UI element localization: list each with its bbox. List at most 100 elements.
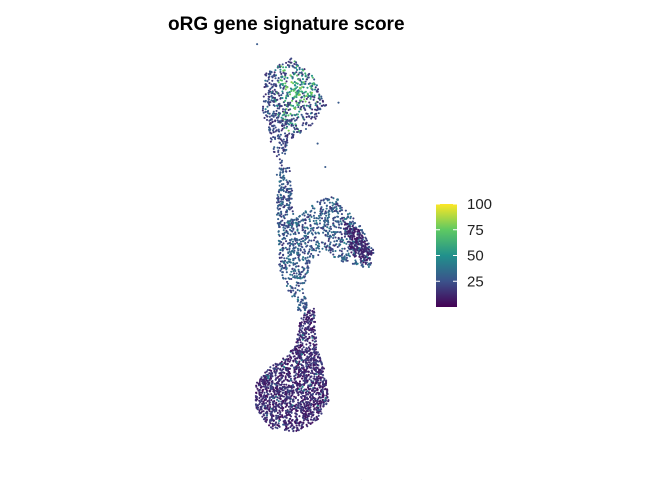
scatter-point [279, 249, 282, 252]
scatter-point [317, 364, 320, 367]
scatter-point [264, 404, 267, 407]
scatter-point [360, 234, 363, 237]
scatter-point [309, 103, 312, 106]
scatter-point [319, 201, 322, 204]
scatter-point [283, 371, 286, 375]
scatter-point [308, 220, 311, 223]
scatter-point [296, 298, 299, 301]
scatter-point [358, 235, 361, 238]
scatter-point [325, 229, 328, 232]
scatter-point [310, 321, 313, 324]
scatter-point [325, 394, 328, 397]
scatter-point [284, 152, 287, 155]
scatter-point [281, 387, 284, 390]
scatter-point [300, 219, 303, 222]
scatter-point [307, 104, 310, 108]
scatter-point [308, 323, 312, 326]
scatter-point [328, 235, 331, 238]
scatter-point [332, 253, 335, 256]
scatter-point [324, 224, 327, 228]
scatter-point [262, 105, 265, 108]
scatter-point [302, 267, 305, 270]
scatter-point [311, 336, 314, 339]
scatter-point [280, 129, 283, 132]
scatter-point [270, 99, 273, 102]
scatter-point [364, 259, 367, 262]
scatter-point [289, 417, 292, 420]
scatter-point [318, 356, 321, 360]
scatter-point [256, 398, 259, 401]
scatter-point [277, 379, 281, 383]
scatter-point [308, 378, 311, 381]
scatter-point [303, 350, 306, 353]
scatter-point [287, 114, 290, 117]
scatter-point [353, 237, 356, 240]
scatter-point [269, 122, 272, 125]
scatter-point [274, 383, 277, 386]
scatter-point [317, 414, 320, 417]
scatter-point [278, 363, 281, 366]
scatter-point [277, 134, 280, 137]
scatter-point [353, 235, 356, 238]
scatter-point [290, 242, 293, 246]
scatter-point [313, 78, 316, 81]
scatter-point [281, 92, 284, 95]
scatter-point [257, 382, 260, 385]
scatter-point [367, 248, 370, 251]
scatter-point [318, 400, 321, 403]
scatter-point [293, 131, 296, 134]
scatter-point [312, 214, 315, 217]
scatter-point [297, 308, 300, 311]
scatter-point [277, 230, 280, 233]
scatter-point [261, 397, 265, 400]
scatter-point [293, 128, 297, 131]
scatter-point [311, 382, 314, 385]
scatter-point [281, 271, 284, 274]
scatter-point [302, 379, 305, 382]
scatter-point [317, 393, 320, 396]
scatter-point [301, 348, 304, 351]
scatter-point [321, 391, 324, 394]
scatter-point [323, 201, 326, 205]
scatter-point [316, 200, 319, 203]
scatter-point [290, 270, 293, 273]
scatter-point [300, 270, 303, 274]
scatter-point [347, 222, 351, 226]
scatter-point [268, 401, 271, 405]
scatter-point [287, 103, 290, 106]
scatter-point [336, 245, 339, 249]
scatter-point [366, 256, 369, 259]
scatter-point [286, 389, 289, 393]
scatter-point [303, 404, 306, 407]
scatter-point [293, 72, 296, 75]
scatter-point [344, 209, 347, 212]
scatter-point [317, 371, 320, 374]
scatter-point [289, 233, 292, 236]
scatter-point [317, 232, 321, 235]
scatter-point [260, 376, 263, 379]
scatter-point [298, 86, 302, 89]
scatter-point [322, 401, 325, 404]
scatter-point [286, 213, 289, 216]
scatter-point [284, 108, 287, 111]
scatter-point [287, 190, 290, 193]
scatter-point [279, 70, 282, 74]
scatter-point [259, 412, 262, 415]
scatter-point [293, 295, 296, 298]
scatter-point [301, 353, 304, 356]
scatter-point [269, 372, 272, 375]
scatter-point [304, 417, 307, 420]
scatter-point [315, 366, 318, 369]
scatter-point [326, 231, 329, 234]
scatter-point [313, 222, 316, 225]
scatter-point [322, 225, 325, 228]
scatter-point [280, 198, 283, 201]
scatter-point [284, 66, 288, 69]
scatter-point [310, 318, 313, 321]
scatter-point [333, 255, 336, 258]
scatter-point [305, 272, 308, 275]
scatter-point [277, 153, 280, 156]
scatter-point [299, 277, 302, 280]
scatter-point [311, 249, 314, 252]
legend-tick-label: 50 [467, 248, 484, 265]
